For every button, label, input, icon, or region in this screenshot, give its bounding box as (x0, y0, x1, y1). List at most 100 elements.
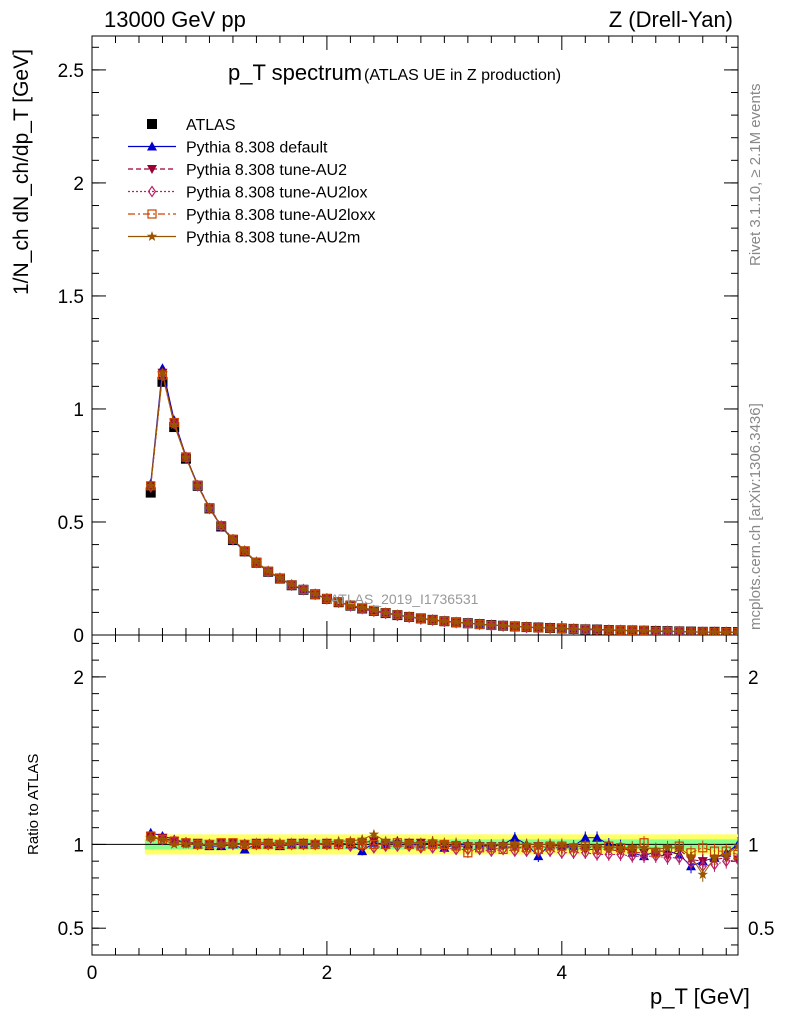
legend-marker (147, 141, 157, 151)
ratio-point (685, 850, 697, 861)
legend-label: Pythia 8.308 default (186, 140, 328, 157)
main-axes: 0 0.5 1 1.5 2 2.5 (58, 36, 738, 647)
ratio-y-tick-label: 2 (73, 668, 84, 689)
data-point (380, 607, 391, 618)
ratio-point (497, 838, 509, 849)
ratio-point (509, 832, 520, 842)
ratio-point (557, 846, 567, 859)
ratio-point (627, 842, 638, 853)
data-point (321, 593, 333, 604)
ratio-point (556, 838, 568, 849)
energy-label: 13000 GeV pp (104, 7, 246, 32)
ratio-point (145, 832, 156, 843)
data-point (732, 626, 738, 635)
ratio-point (262, 837, 274, 848)
ratio-point (521, 838, 532, 849)
ratio-point (698, 843, 708, 853)
y-tick-label: 0.5 (58, 513, 84, 534)
ratio-point (474, 838, 485, 849)
ratio-point (510, 845, 520, 858)
data-point (521, 621, 532, 632)
ratio-point (380, 835, 391, 846)
data-point (674, 625, 685, 635)
ratio-point (686, 856, 696, 869)
data-point (392, 609, 403, 620)
ratio-point (675, 851, 684, 864)
legend-label: Pythia 8.308 tune-AU2 (186, 162, 347, 179)
ratio-point (592, 832, 603, 842)
main-series-layer (145, 363, 738, 635)
data-point (168, 419, 180, 430)
legend-marker (147, 165, 157, 174)
ratio-plot-frame (91, 634, 739, 956)
x-tick-label: 4 (557, 963, 568, 984)
data-point (239, 545, 250, 556)
legend: ATLAS Pythia 8.308 default Pythia 8.308 tu… (128, 117, 375, 247)
y-tick-label: 1.5 (58, 287, 84, 308)
data-point (274, 572, 286, 583)
data-point (298, 583, 309, 594)
ratio-point (333, 835, 344, 846)
ratio-point (662, 842, 673, 853)
ratio-point (638, 842, 650, 853)
y-axis-label-main: 1/N_ch dN_ch/dp_T [GeV] (10, 49, 33, 295)
data-point (685, 626, 697, 635)
ratio-point (568, 840, 579, 851)
ratio-point (733, 849, 738, 860)
ratio-point (192, 838, 203, 849)
data-point (709, 626, 720, 635)
ratio-point (369, 841, 379, 854)
legend-label: Pythia 8.308 tune-AU2m (186, 230, 360, 247)
data-point (368, 604, 380, 615)
legend-marker (147, 119, 157, 129)
process-label: Z (Drell-Yan) (608, 7, 733, 32)
ratio-point (732, 840, 738, 851)
ratio-y-tick-label: 1 (748, 835, 759, 856)
ratio-point (581, 846, 590, 859)
legend-entry: Pythia 8.308 tune-AU2lox (128, 185, 367, 202)
legend-marker (147, 209, 157, 219)
ratio-point (580, 832, 591, 842)
data-point (251, 556, 262, 567)
ratio-point (616, 848, 625, 861)
ratio-point (439, 837, 450, 848)
ratio-point (168, 838, 180, 849)
legend-entry: Pythia 8.308 tune-AU2loxx (128, 207, 375, 224)
chart-title: p_T spectrum (228, 60, 362, 85)
data-point (333, 596, 344, 607)
legend-marker (147, 185, 157, 198)
data-point (262, 565, 274, 576)
data-point (286, 579, 297, 590)
ratio-point (615, 842, 626, 853)
y-tick-label: 1 (73, 400, 84, 421)
ratio-point (509, 838, 521, 849)
ratio-series-layer (145, 827, 738, 882)
ratio-point (309, 838, 321, 849)
x-tick-label: 0 (87, 963, 98, 984)
ratio-point (450, 837, 462, 848)
data-point (544, 622, 556, 633)
data-point (556, 622, 568, 633)
y-tick-label: 2 (73, 174, 84, 195)
data-point (497, 620, 509, 631)
legend-entry: Pythia 8.308 default (128, 140, 328, 157)
ratio-point (298, 837, 309, 848)
ratio-y-tick-label: 2 (748, 668, 759, 689)
ratio-point (180, 838, 192, 849)
data-point (591, 624, 603, 635)
data-point (309, 588, 321, 599)
ratio-point (204, 838, 215, 849)
data-point (474, 618, 485, 629)
legend-label: Pythia 8.308 tune-AU2loxx (186, 207, 375, 224)
ratio-point (487, 845, 496, 858)
legend-entry: Pythia 8.308 tune-AU2m (128, 230, 360, 247)
y-tick-label: 0 (73, 626, 84, 647)
data-point (415, 612, 427, 623)
y-axis-label-ratio: Ratio to ATLAS (25, 754, 42, 855)
ratio-point (427, 835, 438, 846)
legend-marker (146, 231, 158, 241)
ratio-point (274, 837, 286, 848)
ratio-point (733, 853, 738, 866)
data-point (580, 623, 591, 634)
